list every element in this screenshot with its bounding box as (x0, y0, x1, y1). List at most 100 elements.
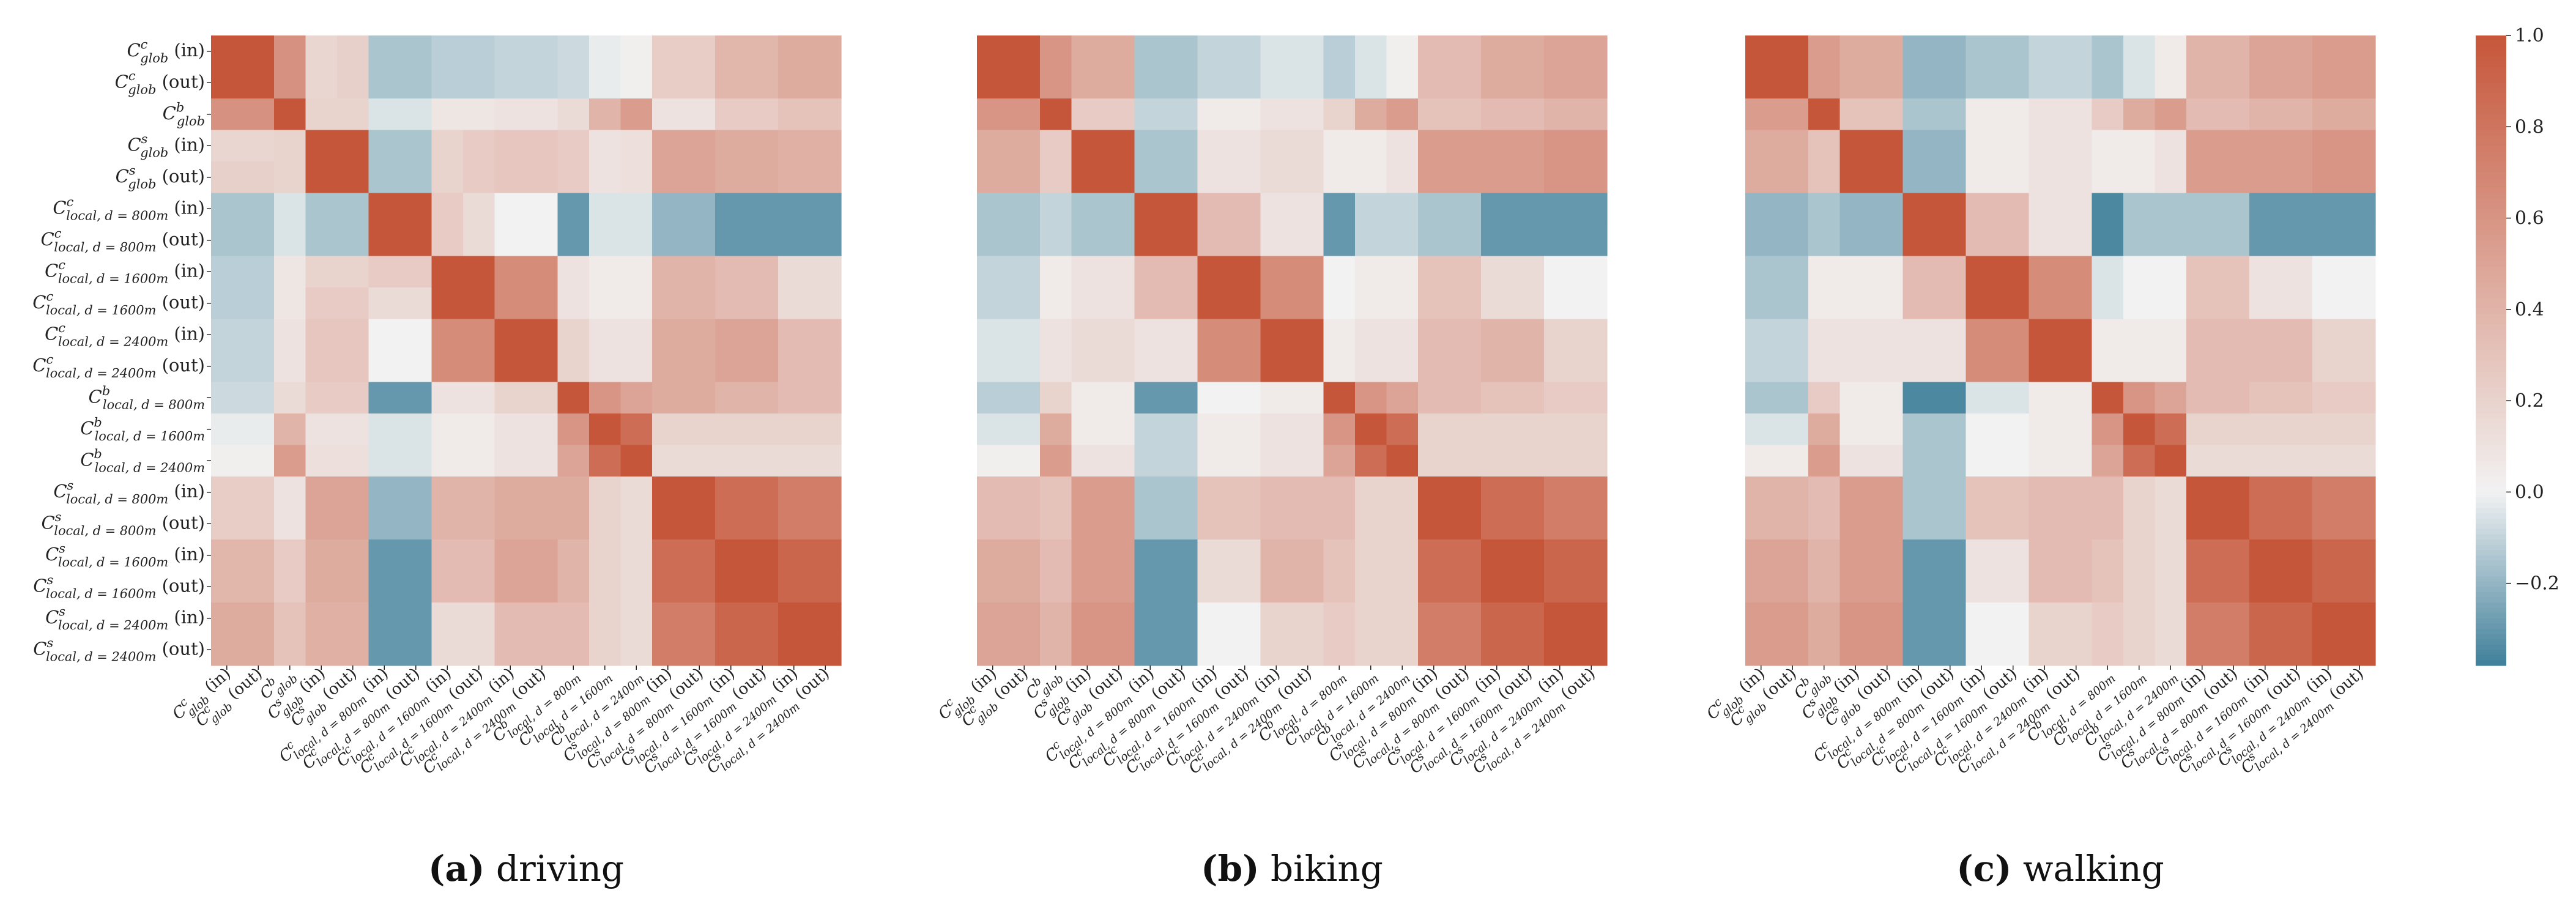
heatmap-cell (1008, 130, 1041, 162)
heatmap-cell (2060, 161, 2093, 194)
heatmap-cell (2249, 634, 2282, 666)
heatmap-cell (431, 319, 464, 351)
heatmap-cell (2029, 98, 2061, 131)
heatmap-cell (431, 476, 464, 509)
heatmap-cell (1575, 161, 1608, 194)
heatmap-cell (1902, 193, 1935, 225)
heatmap-cell (1134, 350, 1167, 383)
heatmap-cell (652, 413, 685, 446)
heatmap-cell (2155, 382, 2187, 414)
heatmap-cell (2092, 35, 2124, 68)
heatmap-cell (2029, 413, 2061, 446)
heatmap-cell (2186, 67, 2219, 99)
heatmap-cell (2249, 287, 2282, 320)
heatmap-cell (2312, 35, 2345, 68)
heatmap-cell (211, 445, 243, 477)
heatmap-cell (1745, 98, 1778, 131)
heatmap-cell (2281, 445, 2313, 477)
heatmap-cell (746, 256, 779, 288)
heatmap-cell (1544, 98, 1576, 131)
heatmap-cell (1355, 602, 1387, 635)
heatmap-cell (1008, 256, 1041, 288)
heatmap-cell (1965, 224, 1998, 257)
heatmap-cell (2281, 256, 2313, 288)
heatmap-cell (1071, 67, 1104, 99)
heatmap-cell (1197, 256, 1230, 288)
heatmap-cell (2218, 256, 2250, 288)
heatmap-cell (1871, 67, 1904, 99)
heatmap-cell (337, 571, 369, 603)
heatmap-cell (2155, 67, 2187, 99)
heatmap-cell (809, 508, 842, 540)
heatmap-cell (557, 539, 590, 572)
heatmap-cell (274, 98, 306, 131)
heatmap-cell (1166, 35, 1198, 68)
colorbar-segment (2476, 492, 2506, 498)
colorbar-segment (2476, 261, 2506, 267)
colorbar-segment (2476, 146, 2506, 152)
heatmap-cell (1965, 445, 1998, 477)
colorbar-segment (2476, 497, 2506, 503)
heatmap-cell (1871, 350, 1904, 383)
heatmap-cell (2123, 256, 2156, 288)
heatmap-cell (1229, 476, 1261, 509)
heatmap-cell (715, 634, 748, 666)
heatmap-cell (1418, 161, 1450, 194)
heatmap-cell (2155, 224, 2187, 257)
heatmap-cell (368, 98, 401, 131)
heatmap-cell (1902, 350, 1935, 383)
heatmap-cell (1418, 193, 1450, 225)
heatmap-cell (1575, 508, 1608, 540)
heatmap-cell (1040, 382, 1072, 414)
heatmap-cell (1197, 476, 1230, 509)
heatmap-cell (1040, 193, 1072, 225)
colorbar-segment (2476, 371, 2506, 377)
heatmap-cell (1449, 35, 1482, 68)
heatmap-cell (305, 382, 338, 414)
heatmap-cell (2312, 602, 2345, 635)
heatmap-cell (1260, 350, 1293, 383)
heatmap-cell (2060, 193, 2093, 225)
colorbar-segment (2476, 544, 2506, 551)
heatmap-cell (431, 571, 464, 603)
heatmap-cell (1355, 476, 1387, 509)
heatmap-cell (1965, 602, 1998, 635)
heatmap-cell (620, 413, 653, 446)
colorbar-segment (2476, 639, 2506, 645)
heatmap-cell (809, 571, 842, 603)
colorbar-segment (2476, 424, 2506, 430)
heatmap-cell (2060, 130, 2093, 162)
colorbar-segment (2476, 445, 2506, 451)
heatmap-cell (1260, 508, 1293, 540)
heatmap-cell (746, 571, 779, 603)
heatmap-cell (1776, 224, 1809, 257)
heatmap-cell (2281, 571, 2313, 603)
heatmap-cell (1544, 224, 1576, 257)
heatmap-cell (683, 161, 716, 194)
heatmap-cell (1386, 602, 1419, 635)
colorbar-segment (2476, 245, 2506, 251)
heatmap-cell (778, 130, 811, 162)
heatmap-cell (2281, 634, 2313, 666)
heatmap-cell (715, 287, 748, 320)
heatmap-cell (1839, 508, 1872, 540)
heatmap-cell (1323, 161, 1356, 194)
heatmap-cell (1512, 161, 1545, 194)
colorbar-segment (2476, 560, 2506, 566)
heatmap-cell (2060, 539, 2093, 572)
colorbar-segment (2476, 250, 2506, 257)
heatmap-cell (1997, 571, 2030, 603)
heatmap-cell (1008, 508, 1041, 540)
heatmap-cell (1449, 319, 1482, 351)
heatmap-cell (2060, 508, 2093, 540)
heatmap-cell (1103, 161, 1135, 194)
heatmap-cell (1260, 602, 1293, 635)
heatmap-cell (1575, 98, 1608, 131)
colorbar-segment (2476, 650, 2506, 656)
heatmap-cell (1103, 67, 1135, 99)
heatmap-cell (1997, 130, 2030, 162)
heatmap-cell (1166, 256, 1198, 288)
heatmap-cell (557, 508, 590, 540)
heatmap-cell (242, 539, 275, 572)
